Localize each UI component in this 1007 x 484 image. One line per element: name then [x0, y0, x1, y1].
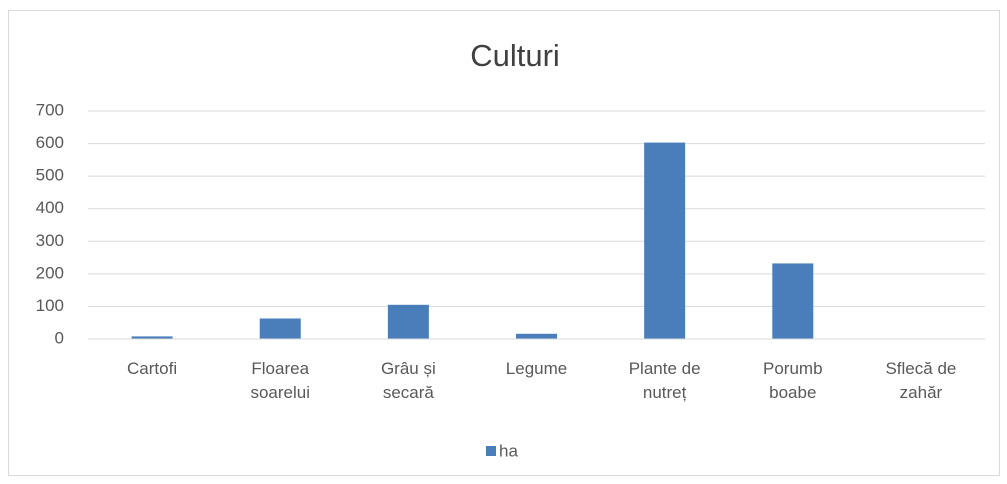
- bar: [644, 142, 686, 339]
- legend-swatch: [486, 446, 496, 456]
- chart-border: [8, 10, 1000, 476]
- x-tick-label-line: Plante de: [629, 359, 701, 378]
- x-tick-label-line: Floarea: [251, 359, 309, 378]
- x-tick-label-line: Legume: [506, 359, 567, 378]
- legend-label: ha: [499, 441, 518, 460]
- y-tick-label: 300: [36, 231, 64, 250]
- chart-title: Culturi: [470, 38, 560, 73]
- x-tick-label-line: zahăr: [900, 383, 943, 402]
- x-tick-label: Grâu și secară: [381, 359, 436, 402]
- bar: [131, 336, 173, 339]
- bar: [772, 263, 814, 339]
- x-tick-label-line: boabe: [769, 383, 816, 402]
- x-tick-label-line: secară: [383, 383, 435, 402]
- x-tick-label-line: soarelui: [250, 383, 310, 402]
- x-tick-label: Cartofi: [127, 359, 177, 378]
- y-tick-label: 200: [36, 263, 64, 282]
- x-tick-label-line: Cartofi: [127, 359, 177, 378]
- x-tick-label-line: Sflecă de: [885, 359, 956, 378]
- bar: [516, 333, 557, 339]
- y-tick-label: 500: [36, 166, 64, 185]
- y-tick-label: 100: [36, 296, 64, 315]
- bar: [259, 318, 301, 339]
- x-tick-label: Floarea soarelui: [250, 359, 310, 402]
- x-tick-label: Plante de nutreț: [629, 359, 701, 402]
- x-tick-label: Legume: [506, 359, 567, 378]
- y-tick-label: 0: [55, 328, 64, 347]
- x-tick-label-line: Porumb: [763, 359, 823, 378]
- y-tick-label: 400: [36, 198, 64, 217]
- x-tick-label-line: Grâu și: [381, 359, 436, 378]
- bar: [387, 304, 429, 339]
- y-tick-label: 600: [36, 133, 64, 152]
- x-tick-label: Porumb boabe: [763, 359, 823, 402]
- x-tick-label-line: nutreț: [643, 383, 687, 402]
- x-tick-label: Sflecă de zahăr: [885, 359, 956, 402]
- y-tick-label: 700: [36, 100, 64, 119]
